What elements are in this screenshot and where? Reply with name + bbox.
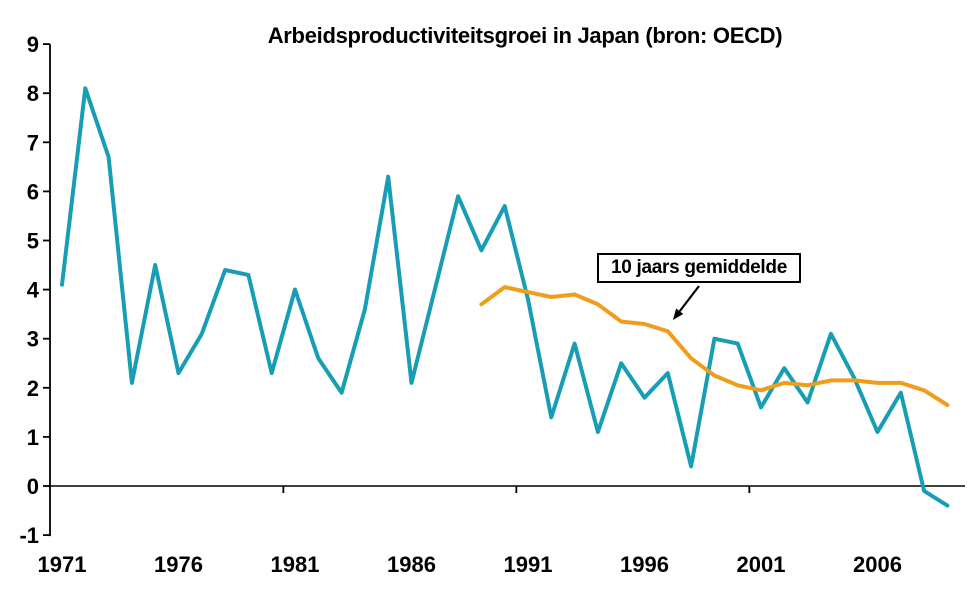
- annotation-arrow-line: [678, 285, 700, 312]
- y-tick-label-5: 5: [27, 229, 39, 254]
- x-tick-label-1976: 1976: [154, 552, 203, 577]
- x-tick-label-2006: 2006: [853, 552, 902, 577]
- y-tick-label-1: 1: [27, 425, 39, 450]
- x-tick-label-2001: 2001: [737, 552, 786, 577]
- annotation-box: 10 jaars gemiddelde: [597, 253, 801, 283]
- x-tick-label-1981: 1981: [271, 552, 320, 577]
- y-tick-label-8: 8: [27, 81, 39, 106]
- annotation-arrowhead-icon: [673, 308, 684, 320]
- y-tick-label-0: 0: [27, 474, 39, 499]
- x-tick-label-1986: 1986: [387, 552, 436, 577]
- y-tick-label-6: 6: [27, 179, 39, 204]
- x-tick-label-1971: 1971: [38, 552, 87, 577]
- y-tick-label-9: 9: [27, 32, 39, 57]
- annotation-label: 10 jaars gemiddelde: [611, 257, 787, 278]
- y-tick-label-7: 7: [27, 130, 39, 155]
- x-tick-label-1991: 1991: [504, 552, 553, 577]
- series-line-10yr-average: [479, 285, 950, 407]
- series-line-yearly: [60, 86, 950, 508]
- chart-title: Arbeidsproductiviteitsgroei in Japan (br…: [267, 23, 783, 48]
- y-tick-label-3: 3: [27, 327, 39, 352]
- x-tick-label-1996: 1996: [620, 552, 669, 577]
- y-tick-label-4: 4: [27, 278, 40, 303]
- y-tick-label--1: -1: [19, 523, 39, 548]
- y-tick-label-2: 2: [27, 376, 39, 401]
